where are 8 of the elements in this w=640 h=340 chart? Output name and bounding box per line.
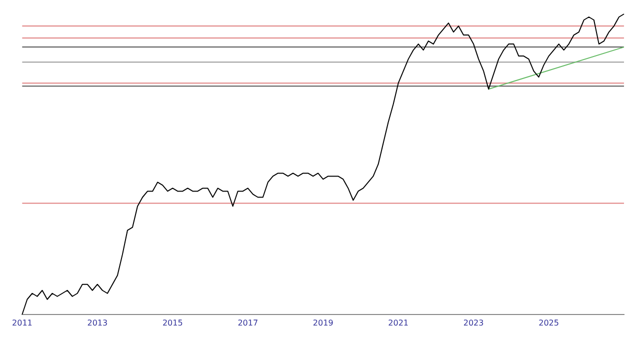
x-tick-label: 2017 <box>238 318 258 328</box>
x-tick-label: 2023 <box>463 318 484 328</box>
x-tick-label: 2015 <box>162 318 183 328</box>
x-tick-label: 2021 <box>388 318 408 328</box>
x-tick-label: 2019 <box>312 318 334 328</box>
x-tick-label: 2011 <box>12 318 32 328</box>
x-tick-label: 2013 <box>87 318 108 328</box>
x-tick-label: 2025 <box>538 318 559 328</box>
